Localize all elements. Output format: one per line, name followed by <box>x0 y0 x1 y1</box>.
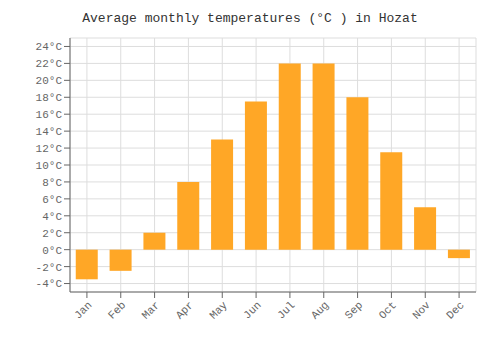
svg-text:18°C: 18°C <box>36 92 63 104</box>
svg-text:Aug: Aug <box>309 299 331 321</box>
svg-text:Jun: Jun <box>241 299 263 321</box>
svg-text:4°C: 4°C <box>42 211 62 223</box>
svg-text:Feb: Feb <box>106 299 128 321</box>
svg-text:Sep: Sep <box>343 299 365 321</box>
svg-text:Jul: Jul <box>275 299 297 321</box>
svg-text:Nov: Nov <box>410 299 433 322</box>
svg-text:Mar: Mar <box>140 299 162 321</box>
svg-text:Oct: Oct <box>377 299 399 321</box>
svg-text:2°C: 2°C <box>42 228 62 240</box>
html-text:Average monthly temperatures (: Average monthly temperatures (°C ) in Ho… <box>82 11 418 26</box>
svg-text:22°C: 22°C <box>36 58 63 70</box>
svg-text:16°C: 16°C <box>36 109 63 121</box>
svg-text:24°C: 24°C <box>36 41 63 53</box>
svg-text:-2°C: -2°C <box>36 262 63 274</box>
svg-text:6°C: 6°C <box>42 194 62 206</box>
svg-text:Apr: Apr <box>174 299 196 321</box>
svg-text:8°C: 8°C <box>42 177 62 189</box>
svg-text:20°C: 20°C <box>36 75 63 87</box>
svg-text:Jan: Jan <box>72 299 94 321</box>
svg-text:10°C: 10°C <box>36 160 63 172</box>
svg-text:-4°C: -4°C <box>36 278 63 290</box>
svg-text:May: May <box>207 299 230 322</box>
svg-text:0°C: 0°C <box>42 245 62 257</box>
svg-text:14°C: 14°C <box>36 126 63 138</box>
svg-text:Dec: Dec <box>444 299 466 321</box>
svg-text:12°C: 12°C <box>36 143 63 155</box>
